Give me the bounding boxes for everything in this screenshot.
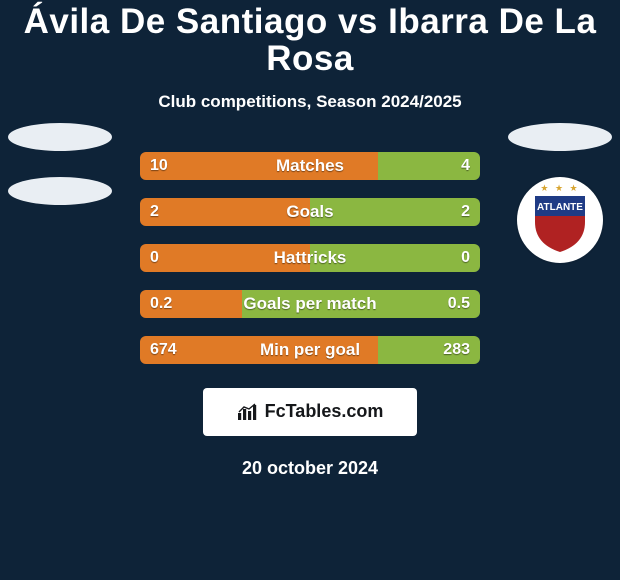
stat-left-value: 0 [150, 249, 159, 267]
stat-right-value: 283 [443, 341, 470, 359]
stat-row: 674283Min per goal [140, 336, 480, 364]
stat-right-segment: 283 [378, 336, 480, 364]
brand-text: FcTables.com [265, 401, 384, 422]
stat-right-segment: 2 [310, 198, 480, 226]
stat-left-segment: 0.2 [140, 290, 242, 318]
stat-left-value: 10 [150, 157, 168, 175]
stat-row: 0.20.5Goals per match [140, 290, 480, 318]
stat-right-value: 4 [461, 157, 470, 175]
stat-row: 104Matches [140, 152, 480, 180]
content: Ávila De Santiago vs Ibarra De La Rosa C… [0, 0, 620, 479]
stat-left-value: 0.2 [150, 295, 172, 313]
brand-box: FcTables.com [203, 388, 417, 436]
placeholder-badge [8, 123, 112, 151]
placeholder-badge [8, 177, 112, 205]
stat-right-segment: 0.5 [242, 290, 480, 318]
stat-right-segment: 4 [378, 152, 480, 180]
chart-icon [237, 403, 259, 421]
stat-left-segment: 674 [140, 336, 378, 364]
left-badge-column [0, 0, 120, 479]
stat-left-value: 2 [150, 203, 159, 221]
shield-icon: ATLANTE [531, 192, 589, 254]
placeholder-badge [508, 123, 612, 151]
stat-left-segment: 2 [140, 198, 310, 226]
stat-left-segment: 0 [140, 244, 310, 272]
stat-right-segment: 0 [310, 244, 480, 272]
stat-right-value: 0 [461, 249, 470, 267]
stat-left-segment: 10 [140, 152, 378, 180]
stat-right-value: 2 [461, 203, 470, 221]
club-badge: ★ ★ ★ ATLANTE [517, 177, 603, 263]
star-icon: ★ ★ ★ [540, 183, 579, 194]
svg-text:ATLANTE: ATLANTE [537, 202, 583, 213]
right-badge-column: ★ ★ ★ ATLANTE [500, 0, 620, 479]
stat-row: 22Goals [140, 198, 480, 226]
stat-right-value: 0.5 [448, 295, 470, 313]
stat-left-value: 674 [150, 341, 177, 359]
stat-row: 00Hattricks [140, 244, 480, 272]
